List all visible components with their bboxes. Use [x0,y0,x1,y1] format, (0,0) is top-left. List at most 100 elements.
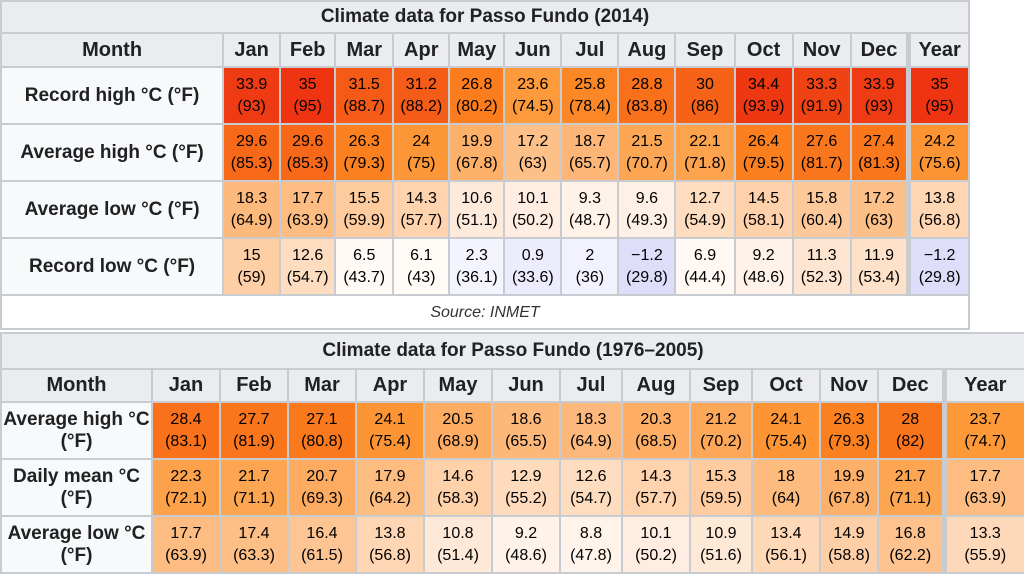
data-cell: 17.7(63.9) [944,459,1024,516]
month-header-nov: Nov [820,369,878,402]
month-header-feb: Feb [220,369,288,402]
fahrenheit-value: (29.8) [619,267,674,289]
data-cell: 35(95) [909,67,969,124]
fahrenheit-value: (64) [753,488,819,510]
celsius-value: 28.8 [619,74,674,96]
table-row: Average high °C (°F)28.4(83.1)27.7(81.9)… [1,402,1024,459]
celsius-value: −1.2 [619,245,674,267]
data-cell: 18(64) [752,459,820,516]
data-cell: 20.7(69.3) [288,459,356,516]
celsius-value: 27.6 [794,131,850,153]
celsius-value: 10.1 [505,188,560,210]
celsius-value: 17.9 [357,466,423,488]
month-header-mar: Mar [335,33,393,67]
data-cell: 17.7(63.9) [152,516,220,573]
fahrenheit-value: (79.3) [336,153,392,175]
celsius-value: 31.2 [394,74,448,96]
data-cell: 22.1(71.8) [675,124,734,181]
fahrenheit-value: (58.1) [736,210,792,232]
fahrenheit-value: (56.8) [357,545,423,567]
data-cell: 10.8(51.4) [424,516,492,573]
celsius-value: 10.9 [691,523,751,545]
fahrenheit-value: (81.3) [852,153,907,175]
data-cell: 17.4(63.3) [220,516,288,573]
row-header: Average high °C (°F) [1,402,152,459]
celsius-value: 30 [676,74,733,96]
month-header-jul: Jul [561,33,618,67]
fahrenheit-value: (80.8) [289,431,355,453]
fahrenheit-value: (83.1) [153,431,219,453]
fahrenheit-value: (74.7) [947,431,1024,453]
fahrenheit-value: (75.6) [911,153,968,175]
celsius-value: 9.6 [619,188,674,210]
fahrenheit-value: (55.2) [493,488,559,510]
celsius-value: 6.5 [336,245,392,267]
celsius-value: 2 [562,245,617,267]
celsius-value: 29.6 [224,131,279,153]
data-cell: 24.2(75.6) [909,124,969,181]
data-cell: 15.3(59.5) [690,459,752,516]
data-cell: 26.3(79.3) [335,124,393,181]
data-cell: 21.7(71.1) [878,459,944,516]
celsius-value: 17.7 [947,466,1024,488]
month-header-sep: Sep [690,369,752,402]
fahrenheit-value: (54.9) [676,210,733,232]
data-cell: 19.9(67.8) [820,459,878,516]
fahrenheit-value: (67.8) [821,488,877,510]
table-row: Daily mean °C (°F)22.3(72.1)21.7(71.1)20… [1,459,1024,516]
fahrenheit-value: (75) [394,153,448,175]
fahrenheit-value: (82) [879,431,942,453]
data-cell: 19.9(67.8) [449,124,504,181]
fahrenheit-value: (88.2) [394,96,448,118]
data-cell: 23.6(74.5) [504,67,561,124]
month-header-apr: Apr [393,33,449,67]
fahrenheit-value: (65.7) [562,153,617,175]
fahrenheit-value: (48.6) [736,267,792,289]
data-cell: 18.6(65.5) [492,402,560,459]
fahrenheit-value: (60.4) [794,210,850,232]
data-cell: 13.8(56.8) [356,516,424,573]
data-cell: 34.4(93.9) [735,67,793,124]
celsius-value: 16.4 [289,523,355,545]
celsius-value: 0.9 [505,245,560,267]
month-column-header: Month [1,369,152,402]
celsius-value: 6.1 [394,245,448,267]
fahrenheit-value: (57.7) [394,210,448,232]
fahrenheit-value: (93.9) [736,96,792,118]
fahrenheit-value: (67.8) [450,153,503,175]
fahrenheit-value: (33.6) [505,267,560,289]
data-cell: 27.6(81.7) [793,124,851,181]
fahrenheit-value: (80.2) [450,96,503,118]
data-cell: 12.6(54.7) [560,459,622,516]
row-header: Record high °C (°F) [1,67,223,124]
month-header-jun: Jun [492,369,560,402]
celsius-value: 27.1 [289,409,355,431]
month-header-year: Year [944,369,1024,402]
table-row: Average low °C (°F)18.3(64.9)17.7(63.9)1… [1,181,969,238]
fahrenheit-value: (59.9) [336,210,392,232]
data-cell: 2.3(36.1) [449,238,504,295]
table-caption: Climate data for Passo Fundo (2014) [0,0,970,32]
climate-table: Climate data for Passo Fundo (1976–2005)… [0,332,1024,574]
fahrenheit-value: (63.3) [221,545,287,567]
fahrenheit-value: (29.8) [911,267,968,289]
data-cell: 14.5(58.1) [735,181,793,238]
celsius-value: 26.8 [450,74,503,96]
fahrenheit-value: (50.2) [623,545,689,567]
celsius-value: 35 [911,74,968,96]
data-cell: 13.8(56.8) [909,181,969,238]
celsius-value: 12.9 [493,466,559,488]
fahrenheit-value: (75.4) [357,431,423,453]
table-row: Average high °C (°F)29.6(85.3)29.6(85.3)… [1,124,969,181]
celsius-value: 14.9 [821,523,877,545]
month-header-jul: Jul [560,369,622,402]
celsius-value: 17.2 [505,131,560,153]
fahrenheit-value: (63) [852,210,907,232]
celsius-value: 13.8 [911,188,968,210]
data-cell: 17.2(63) [504,124,561,181]
month-header-feb: Feb [280,33,335,67]
data-cell: 10.9(51.6) [690,516,752,573]
data-cell: 21.7(71.1) [220,459,288,516]
